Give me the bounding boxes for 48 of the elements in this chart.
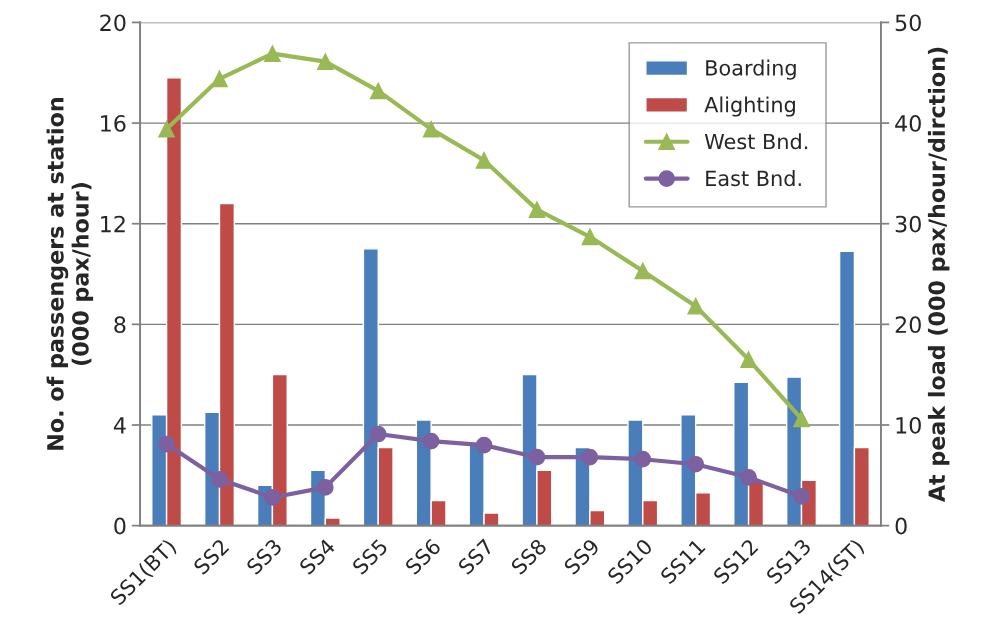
point xyxy=(740,468,757,486)
point xyxy=(634,262,652,280)
y2-tick-label: 20 xyxy=(895,316,921,334)
y-axis-title: No. of passengers at station (000 pax/hour) xyxy=(46,98,94,450)
point xyxy=(422,432,440,450)
y-tick-label: 0 xyxy=(114,517,126,535)
point xyxy=(475,151,493,169)
point xyxy=(793,488,810,505)
point xyxy=(158,120,175,138)
x-tick-label: SS3 xyxy=(245,538,283,576)
point xyxy=(316,53,334,71)
y-tick-label: 12 xyxy=(101,215,125,233)
x-tick-label: SS9 xyxy=(563,538,601,576)
y-tick-label: 20 xyxy=(100,14,126,32)
point xyxy=(211,470,228,488)
point xyxy=(581,228,599,246)
y-tick-label: 8 xyxy=(114,316,126,334)
point xyxy=(369,425,387,443)
point xyxy=(528,201,546,218)
point xyxy=(687,455,705,473)
point xyxy=(158,435,175,453)
y2-axis-title: At peak load (000 pax/hour/dirction) xyxy=(927,47,950,503)
y2-tick-label: 10 xyxy=(896,416,921,434)
point xyxy=(316,479,334,496)
point xyxy=(581,448,599,466)
y2-tick-label: 50 xyxy=(895,14,921,32)
point xyxy=(687,297,705,315)
point xyxy=(528,448,546,466)
legend-label: Boarding xyxy=(706,59,796,80)
point xyxy=(369,82,387,100)
y-tick-label: 16 xyxy=(101,115,126,132)
x-tick-label: SS8 xyxy=(510,538,548,576)
legend-label: West Bnd. xyxy=(704,133,808,150)
point xyxy=(422,120,440,138)
y2-tick-label: 30 xyxy=(895,215,921,233)
point xyxy=(264,489,281,506)
point xyxy=(264,45,281,62)
point xyxy=(793,410,810,428)
legend-label: Alighting xyxy=(704,96,795,117)
point xyxy=(475,436,493,454)
y2-tick-label: 0 xyxy=(895,517,907,535)
legend-label: East Bnd. xyxy=(706,170,801,187)
x-tick-label: SS2 xyxy=(192,538,230,576)
point xyxy=(740,351,757,368)
y-tick-label: 4 xyxy=(113,417,126,434)
point xyxy=(634,450,652,468)
y2-tick-label: 40 xyxy=(895,115,921,132)
point xyxy=(211,70,228,88)
